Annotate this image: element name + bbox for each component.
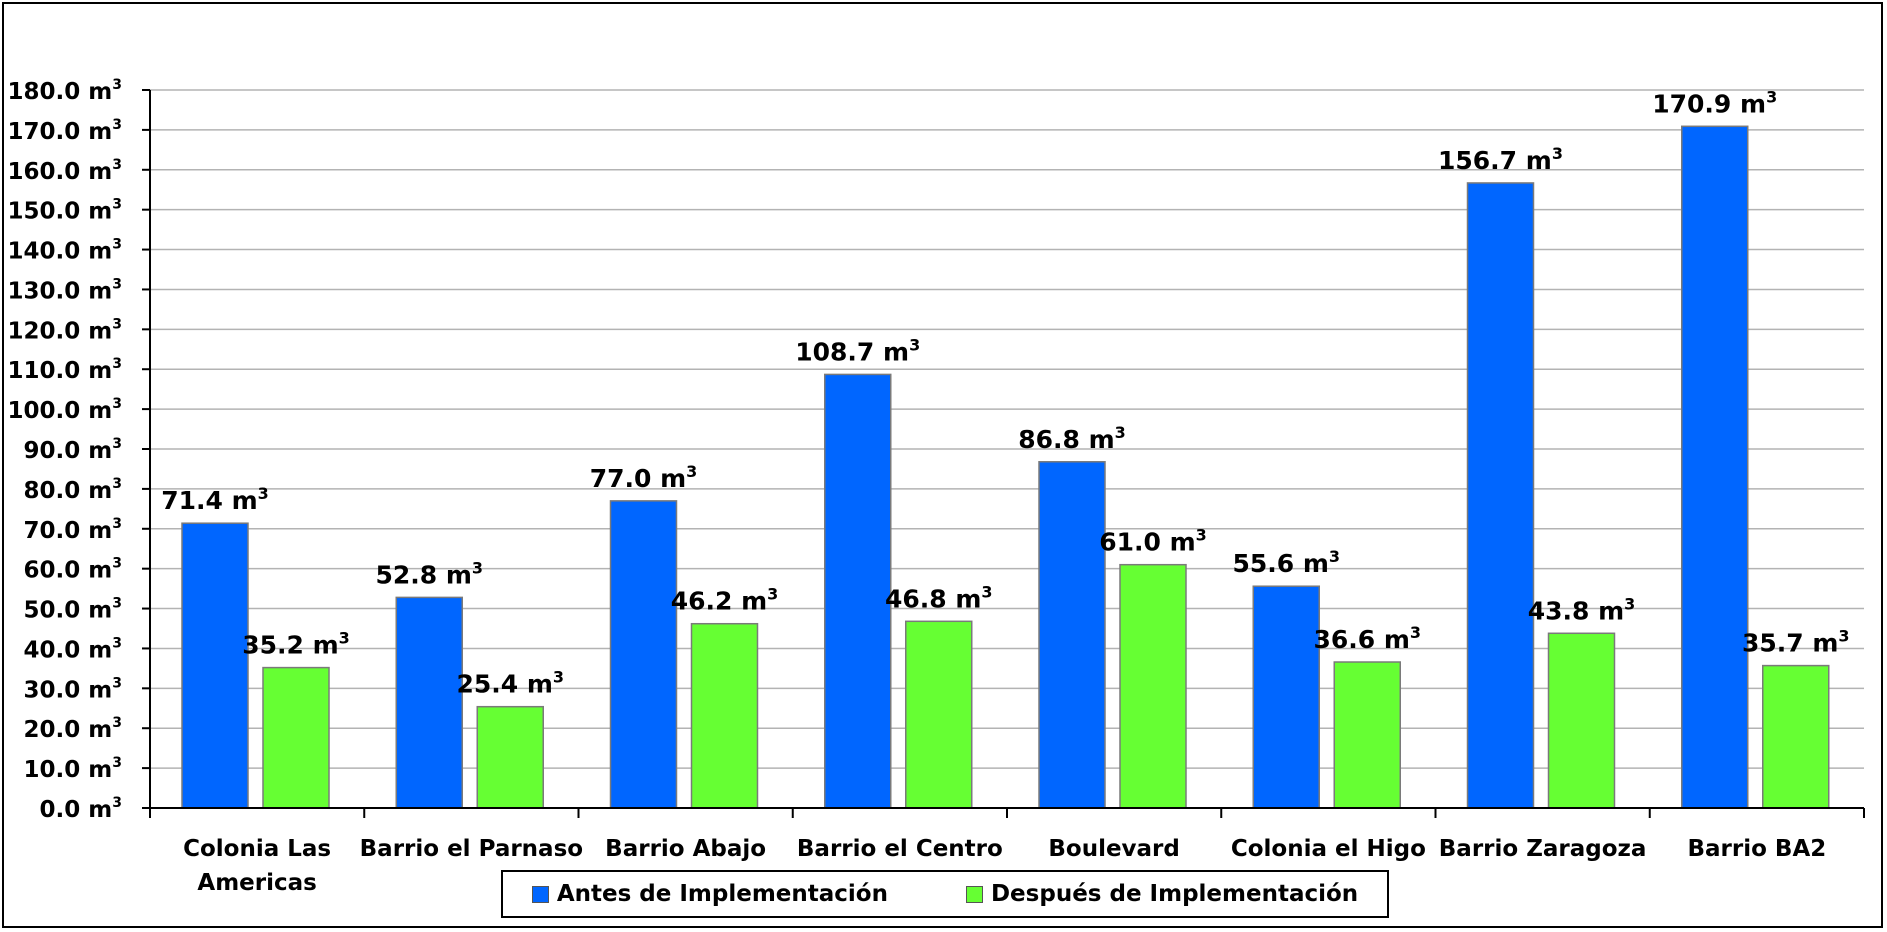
legend: Antes de Implementación Después de Imple… — [501, 870, 1389, 918]
y-tick-label: 10.0 m3 — [24, 755, 122, 783]
y-tick-label: 120.0 m3 — [8, 316, 122, 344]
x-axis-labels: Colonia Las Americas Barrio el Parnaso Barr… — [183, 836, 1826, 896]
bar — [905, 620, 973, 809]
y-tick-label: 20.0 m3 — [24, 715, 122, 743]
data-label: 46.2 m3 — [671, 585, 779, 616]
bars: 71.4 m3 52.8 m3 77.0 m3 108.7 m3 86.8 m3 55.6… — [161, 87, 1850, 809]
data-label: 156.7 m3 — [1438, 144, 1563, 175]
x-tick-label: Barrio Zaragoza — [1439, 836, 1647, 862]
data-label: 55.6 m3 — [1232, 547, 1340, 578]
data-label: 71.4 m3 — [161, 484, 269, 515]
y-tick-label: 70.0 m3 — [24, 516, 122, 544]
bar — [181, 522, 249, 809]
data-label: 61.0 m3 — [1099, 526, 1207, 557]
y-tick-label: 40.0 m3 — [24, 635, 122, 663]
x-tick-label: Barrio BA2 — [1687, 836, 1826, 862]
bar — [1252, 585, 1320, 809]
bar — [476, 705, 544, 809]
y-tick-label: 100.0 m3 — [8, 396, 122, 424]
y-tick-label: 50.0 m3 — [24, 596, 122, 624]
bar — [395, 596, 463, 809]
y-tick-label: 170.0 m3 — [8, 117, 122, 145]
bar — [690, 622, 759, 809]
bar — [1762, 664, 1830, 809]
legend-label-antes: Antes de Implementación — [556, 881, 888, 907]
y-tick-label: 140.0 m3 — [8, 237, 122, 265]
y-tick-label: 130.0 m3 — [8, 276, 122, 304]
y-tick-label: 180.0 m3 — [8, 77, 122, 105]
legend-swatch-antes — [531, 885, 549, 903]
legend-item-antes: Antes de Implementación — [531, 881, 888, 907]
legend-item-despues: Después de Implementación — [965, 881, 1359, 907]
data-label: 35.2 m3 — [242, 629, 350, 660]
bar — [824, 373, 892, 809]
data-label: 36.6 m3 — [1313, 623, 1421, 654]
legend-label-despues: Después de Implementación — [990, 881, 1359, 907]
x-tick-label: Boulevard — [1048, 836, 1180, 862]
y-tick-label: 160.0 m3 — [8, 157, 122, 185]
bar — [1547, 632, 1616, 809]
bar — [262, 666, 330, 809]
y-axis-ticks: 0.0 m3 10.0 m3 20.0 m3 30.0 m3 40.0 m3 50.0 m… — [8, 77, 150, 823]
legend-swatch-despues — [965, 885, 983, 903]
data-label: 43.8 m3 — [1528, 594, 1636, 625]
data-label: 46.8 m3 — [885, 582, 993, 613]
x-tick-label: Colonia Las Americas — [183, 836, 331, 896]
x-tick-label: Barrio el Parnaso — [360, 836, 583, 862]
axes — [142, 90, 1865, 818]
y-tick-label: 30.0 m3 — [24, 675, 122, 703]
bar — [1333, 661, 1401, 809]
bar — [1466, 182, 1535, 809]
x-tick-label: Barrio Abajo — [605, 836, 766, 862]
data-label: 77.0 m3 — [590, 462, 698, 493]
data-label: 170.9 m3 — [1652, 87, 1777, 118]
data-label: 25.4 m3 — [456, 668, 564, 699]
bar — [609, 500, 678, 809]
y-tick-label: 60.0 m3 — [24, 556, 122, 584]
data-label: 108.7 m3 — [795, 335, 920, 366]
y-tick-label: 90.0 m3 — [24, 436, 122, 464]
bar — [1119, 563, 1187, 809]
bar — [1681, 125, 1749, 809]
x-tick-label: Colonia el Higo — [1231, 836, 1426, 862]
data-label: 52.8 m3 — [375, 558, 483, 589]
y-tick-label: 110.0 m3 — [8, 356, 122, 384]
y-tick-label: 150.0 m3 — [8, 197, 122, 225]
bar — [1038, 461, 1106, 809]
y-tick-label: 0.0 m3 — [40, 795, 122, 823]
data-label: 35.7 m3 — [1742, 627, 1850, 658]
x-tick-label: Barrio el Centro — [797, 836, 1003, 862]
y-tick-label: 80.0 m3 — [24, 476, 122, 504]
data-label: 86.8 m3 — [1018, 423, 1126, 454]
